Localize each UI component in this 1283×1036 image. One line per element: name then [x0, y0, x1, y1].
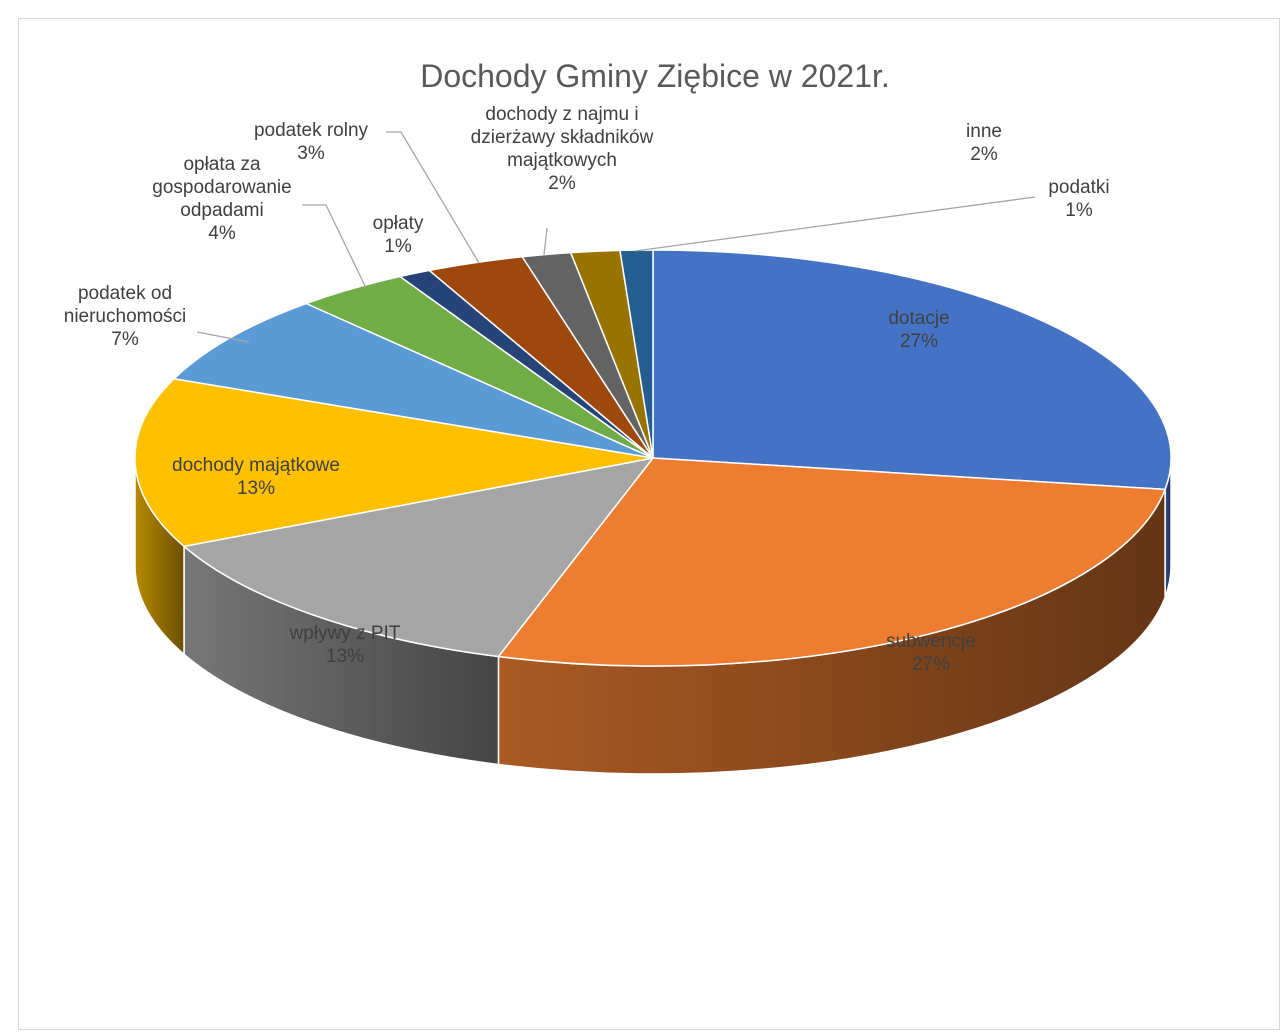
- data-labels: dotacje 27% subwencje 27% wpływy z PIT 13% doc…: [64, 104, 1110, 675]
- leader-line-podatki: [634, 196, 1036, 252]
- data-label-dotacje: dotacje 27%: [888, 308, 949, 352]
- data-label-dochody-majatkowe: dochody majątkowe 13%: [172, 455, 340, 499]
- data-label-dochody-z-najmu-i-dzierzawy-skladnikow-majatkowych: dochody z najmu i dzierżawy składników maj…: [471, 104, 654, 194]
- data-label-subwencje: subwencje 27%: [886, 631, 976, 675]
- pie-chart: Dochody Gminy Ziębice w 2021r. dotacje 27…: [64, 58, 1172, 775]
- leader-line-podatek-rolny: [386, 131, 480, 264]
- leader-line-podatek-od-nieruchomosci: [196, 331, 250, 343]
- chart-title: Dochody Gminy Ziębice w 2021r.: [420, 58, 890, 94]
- leader-line-dochody-z-najmu-i-dzierzawy-skladnikow-majatkowych: [543, 227, 548, 256]
- slice-dochody-majatkowe: [134, 377, 654, 548]
- data-label-podatki: podatki 1%: [1048, 177, 1109, 221]
- slice-wplywy-z-pit: [182, 456, 655, 658]
- slice-podatki: [619, 249, 654, 459]
- slice-subwencje: [497, 457, 1167, 667]
- leader-line-oplata-za-gospodarowanie-odpadami: [302, 204, 367, 289]
- pie-slices: [134, 249, 1172, 667]
- data-label-oplaty: opłaty 1%: [373, 213, 424, 257]
- chart-frame: Dochody Gminy Ziębice w 2021r. dotacje 27…: [18, 18, 1280, 1030]
- data-label-podatek-rolny: podatek rolny 3%: [254, 120, 369, 164]
- data-label-oplata-za-gospodarowanie-odpadami: opłata za gospodarowanie odpadami 4%: [152, 154, 291, 244]
- data-label-wplywy-z-pit: wpływy z PIT 13%: [289, 623, 401, 667]
- slice-dotacje: [652, 249, 1172, 491]
- data-label-inne: inne 2%: [966, 121, 1002, 165]
- leader-lines: [196, 131, 1036, 343]
- data-label-podatek-od-nieruchomosci: podatek od nieruchomości 7%: [64, 283, 187, 350]
